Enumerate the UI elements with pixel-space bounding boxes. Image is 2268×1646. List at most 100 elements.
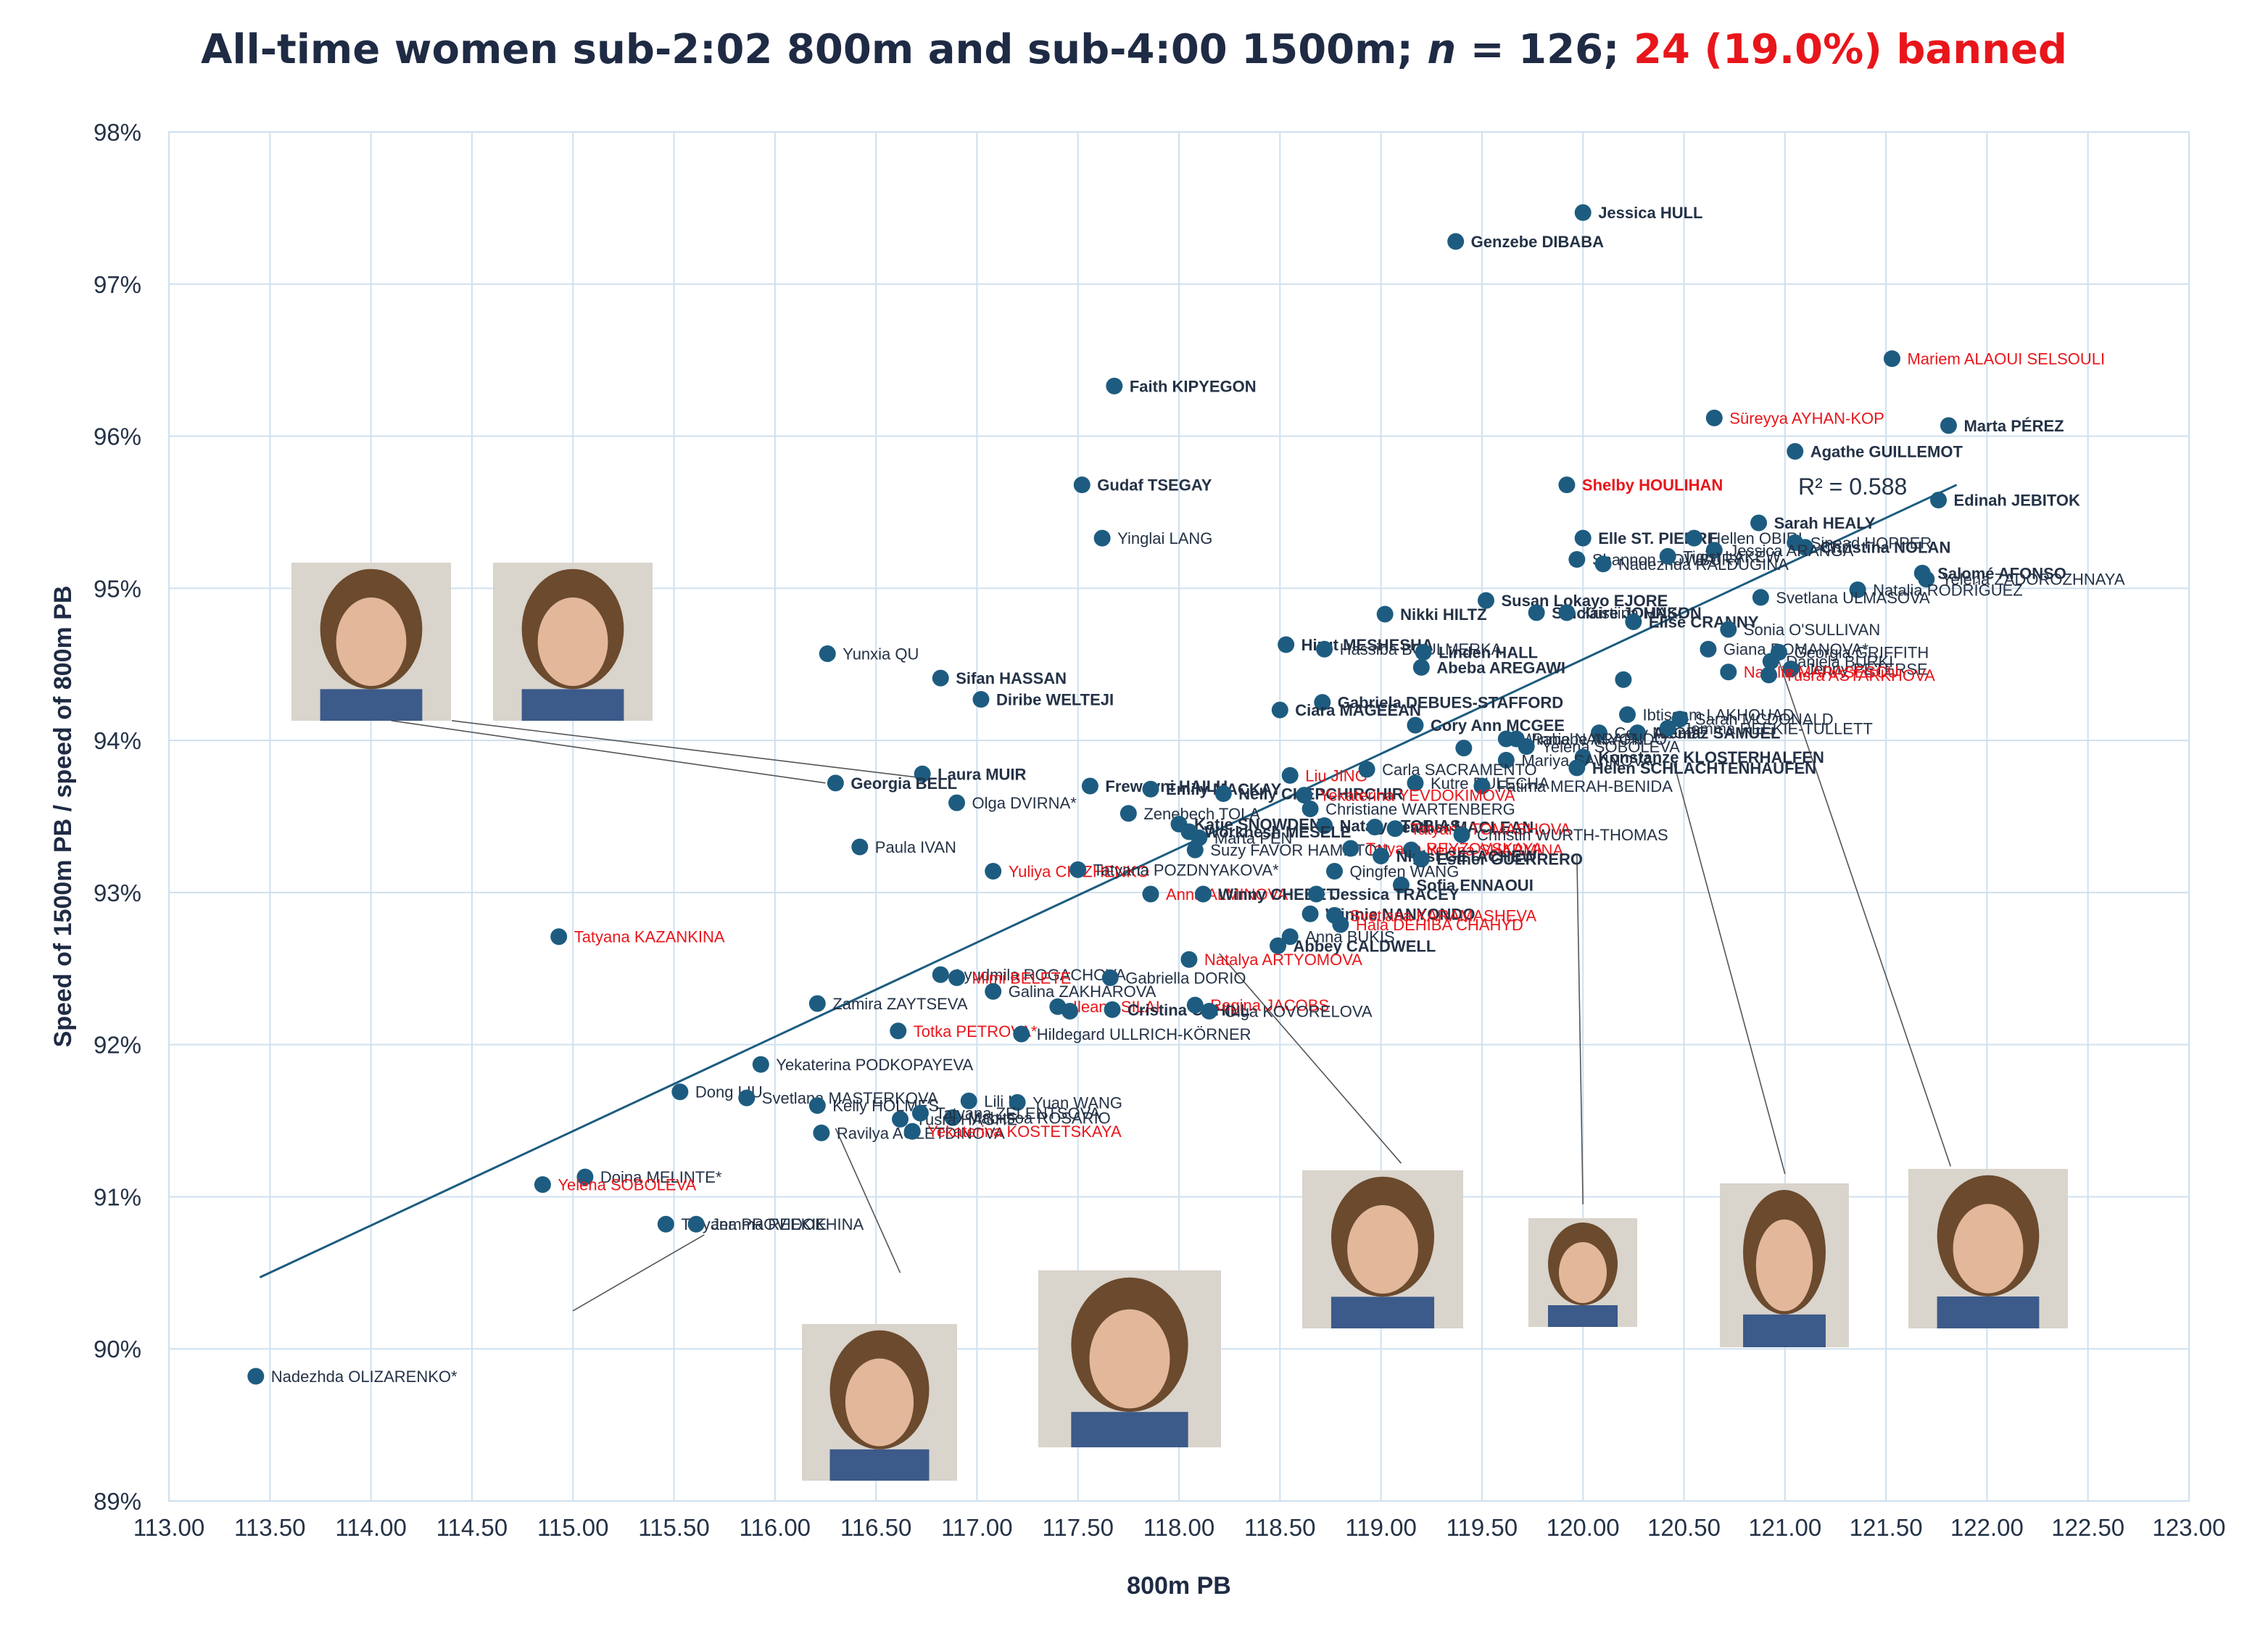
- point-marker: [1296, 787, 1313, 804]
- tick-layer: 113.00 113.50 114.00 114.50 115.00 115.50 116.…: [94, 119, 2226, 1541]
- point-label: Kutre DULECHA: [1431, 774, 1549, 793]
- data-point: Yunxia QU: [819, 645, 919, 663]
- point-label: Tatyana KAZANKINA: [574, 928, 725, 946]
- data-point: Christina NOLAN: [1797, 539, 1950, 557]
- point-marker: [1760, 666, 1778, 684]
- photo-leader-line: [572, 1234, 705, 1312]
- photo-layer: [291, 563, 2068, 1481]
- point-marker: [1407, 716, 1424, 734]
- point-marker: [1270, 937, 1287, 954]
- point-marker: [1518, 738, 1535, 756]
- point-marker: [1752, 589, 1769, 606]
- point-label: Sinead HOPPER: [1810, 534, 1932, 552]
- point-label: Faith KIPYEGON: [1130, 377, 1257, 395]
- point-marker: [1281, 928, 1299, 946]
- data-point: Gabriela DEBUES-STAFFORD: [1314, 694, 1563, 712]
- data-point: Tatyana TOMASHOVA: [1386, 820, 1571, 838]
- data-point: Rababe ARAFI: [1507, 730, 1638, 748]
- data-point: Zamira ZAYTSEVA: [808, 995, 968, 1013]
- data-point: Yelena SOBOLEVA: [1518, 738, 1680, 756]
- photo-7: [1720, 1183, 1849, 1347]
- point-marker: [576, 1168, 594, 1186]
- point-marker: [1013, 1025, 1030, 1043]
- point-marker: [1659, 719, 1676, 737]
- point-label: Linden HALL: [1439, 643, 1538, 661]
- data-point: Marta PÉREZ: [1940, 417, 2064, 435]
- data-point: Olga DVIRNA*: [948, 794, 1077, 812]
- point-label: Suzy FAVOR HAMILTON: [1210, 841, 1388, 859]
- point-marker: [1069, 861, 1087, 878]
- data-point: Tatyana PROVIDOKHINA: [657, 1215, 864, 1233]
- point-label: Süreyya AYHAN-KOP: [1729, 409, 1884, 427]
- y-tick-label: 93%: [94, 880, 141, 906]
- point-label: Elise CRANNY: [1649, 613, 1759, 631]
- point-label: Marta PÉREZ: [1963, 417, 2064, 435]
- chart-title: All-time women sub-2:02 800m and sub-4:0…: [200, 26, 2067, 73]
- data-point: Hellen OBIRI: [1685, 529, 1803, 547]
- data-point: Yuan WANG: [1009, 1093, 1122, 1112]
- point-marker: [808, 1097, 826, 1114]
- point-label: Yekaterina KOSTETSKAYA: [927, 1122, 1122, 1141]
- point-label: Svetlana KARAMASHEVA: [1350, 906, 1537, 925]
- x-tick-label: 117.00: [941, 1514, 1012, 1541]
- data-point: Sinead HOPPER: [1787, 534, 1932, 552]
- data-point: Mariya SAVINOVA: [1497, 751, 1653, 769]
- point-label: Christin WURTH-THOMAS: [1477, 826, 1668, 844]
- point-label: Konstanze KLOSTERHALFEN: [1598, 748, 1824, 766]
- point-label: Doina MELINTE*: [600, 1168, 722, 1186]
- data-point: Freweyni HAILU: [1081, 777, 1228, 795]
- data-point: Cory Ann MCGEE: [1407, 716, 1565, 735]
- point-label: Georgia BELL: [850, 774, 957, 793]
- plot-frame: [168, 131, 2190, 1502]
- point-marker: [1568, 550, 1586, 568]
- data-point: Laura MUIR: [914, 765, 1027, 783]
- x-tick-label: 116.50: [840, 1514, 911, 1541]
- data-point: Galina ZAKHAROVA: [985, 983, 1156, 1001]
- data-point: Giana ROMANOVA*: [1700, 640, 1868, 658]
- point-marker: [1342, 840, 1359, 857]
- point-marker: [827, 774, 844, 792]
- point-marker: [1558, 476, 1576, 494]
- data-point: Ciara MAGEEAN: [1271, 701, 1421, 719]
- point-label: Zenebech TOLA: [1143, 805, 1260, 823]
- data-point: Sonia O'SULLIVAN: [1720, 621, 1880, 639]
- point-marker: [1671, 711, 1689, 728]
- y-tick-label: 91%: [94, 1183, 141, 1210]
- data-point: Tigist LAKEW: [1659, 547, 1781, 566]
- x-tick-label: 118.00: [1143, 1514, 1214, 1541]
- data-point: Yusra HAGHE: [892, 1110, 1017, 1128]
- x-tick-label: 119.50: [1447, 1514, 1518, 1541]
- x-tick-label: 118.50: [1244, 1514, 1315, 1541]
- point-label: Agathe GUILLEMOT: [1810, 443, 1963, 461]
- point-label: Jemma REEKIE-TULLETT: [1683, 719, 1873, 737]
- data-point: Yelena ZADOROZHNAYA: [1918, 571, 2125, 589]
- data-point: Yelena SHARMINA: [1402, 841, 1563, 859]
- data-point: Daniela BURKI: [1762, 653, 1893, 671]
- point-marker: [1093, 529, 1111, 547]
- point-label: Tatyana TOMASHOVA: [1410, 820, 1571, 838]
- point-marker: [1849, 581, 1866, 598]
- data-point: Helen SCHLACHTENHAUFEN: [1568, 759, 1816, 777]
- point-label: Rababe ARAFI: [1531, 730, 1638, 748]
- point-label: Sarah MCDONALD: [1695, 711, 1834, 729]
- photo-4: [1038, 1270, 1221, 1447]
- point-label: Mariya SAVINOVA: [1521, 751, 1653, 769]
- point-label: Carla SACRAMENTO: [1382, 761, 1537, 779]
- data-point: Gudaf TSEGAY: [1073, 476, 1212, 495]
- photo-8: [1908, 1169, 2068, 1328]
- data-point: Svetlana MASTERKOVA: [738, 1089, 938, 1107]
- data-point: Tatyana KAZANKINA: [550, 928, 725, 946]
- point-marker: [1568, 759, 1586, 777]
- data-point: Yinglai LANG: [1093, 529, 1212, 547]
- point-marker: [808, 995, 826, 1012]
- point-marker: [1590, 724, 1607, 742]
- y-tick-label: 95%: [94, 575, 141, 602]
- point-marker: [911, 1104, 929, 1122]
- point-marker: [1301, 801, 1319, 818]
- point-label: Gabriella DORIO: [1125, 969, 1246, 987]
- data-point: Yekaterina PODKOPAYEVA: [752, 1056, 973, 1074]
- point-marker: [671, 1083, 689, 1101]
- point-marker: [1101, 969, 1119, 986]
- point-label: Yelena SHARMINA: [1426, 841, 1563, 859]
- photo-5: [1302, 1170, 1463, 1328]
